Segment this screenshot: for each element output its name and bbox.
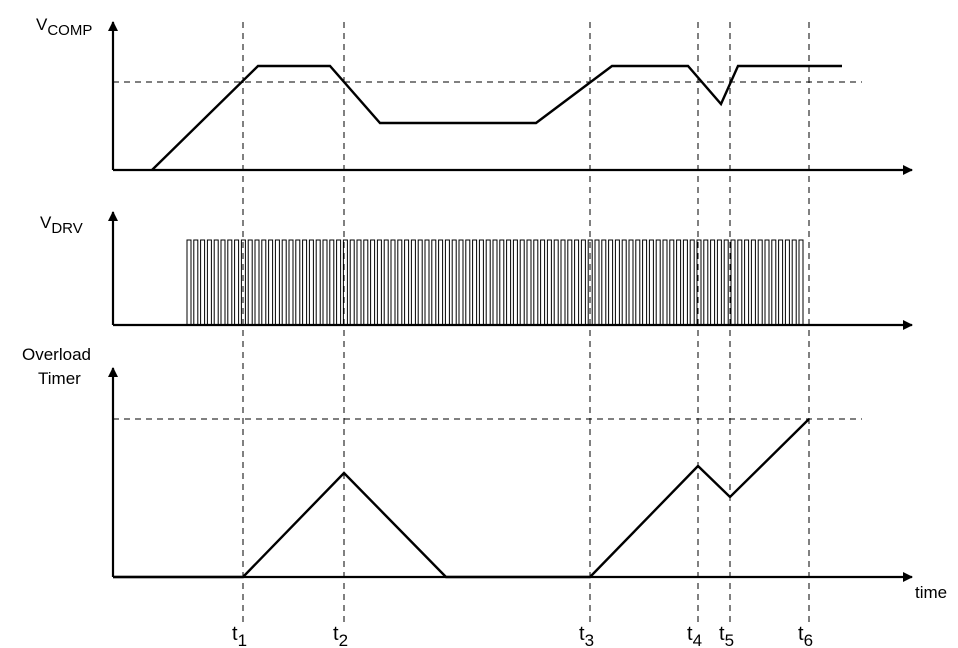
t1-sub: 1 <box>238 631 247 648</box>
t3-base: t <box>579 623 585 645</box>
vdrv-pulse-train <box>186 239 804 325</box>
time-marker-labels: t1 t2 t3 t4 t5 t6 <box>232 623 813 648</box>
t6-sub: 6 <box>804 631 813 648</box>
vcomp-panel: VCOMP <box>36 15 913 175</box>
t2-base: t <box>333 623 339 645</box>
timer-panel: Overload Timer <box>22 345 913 582</box>
timer-waveform <box>113 418 810 579</box>
time-marker-t3: t3 <box>579 623 594 648</box>
vcomp-label-base: V <box>36 15 48 34</box>
time-marker-t6: t6 <box>798 623 813 648</box>
t6-base: t <box>798 623 804 645</box>
vdrv-label-sub: DRV <box>51 220 82 237</box>
vdrv-panel: VDRV <box>40 211 913 330</box>
time-marker-t2: t2 <box>333 623 348 648</box>
t1-base: t <box>232 623 238 645</box>
t2-sub: 2 <box>339 631 348 648</box>
vdrv-label-base: V <box>40 213 52 232</box>
t4-sub: 4 <box>693 631 702 648</box>
time-marker-t5: t5 <box>719 623 734 648</box>
t4-base: t <box>687 623 693 645</box>
vdrv-label: VDRV <box>40 213 83 237</box>
timer-label-line2: Timer <box>38 369 81 388</box>
t3-sub: 3 <box>585 631 594 648</box>
t5-base: t <box>719 623 725 645</box>
vcomp-label: VCOMP <box>36 15 92 39</box>
t5-sub: 5 <box>725 631 734 648</box>
vcomp-waveform <box>151 64 842 171</box>
time-marker-t4: t4 <box>687 623 702 648</box>
timer-label-line1: Overload <box>22 345 91 364</box>
time-guides <box>242 22 810 625</box>
time-marker-t1: t1 <box>232 623 247 648</box>
vcomp-label-sub: COMP <box>47 22 92 39</box>
time-axis-label: time <box>915 583 947 602</box>
